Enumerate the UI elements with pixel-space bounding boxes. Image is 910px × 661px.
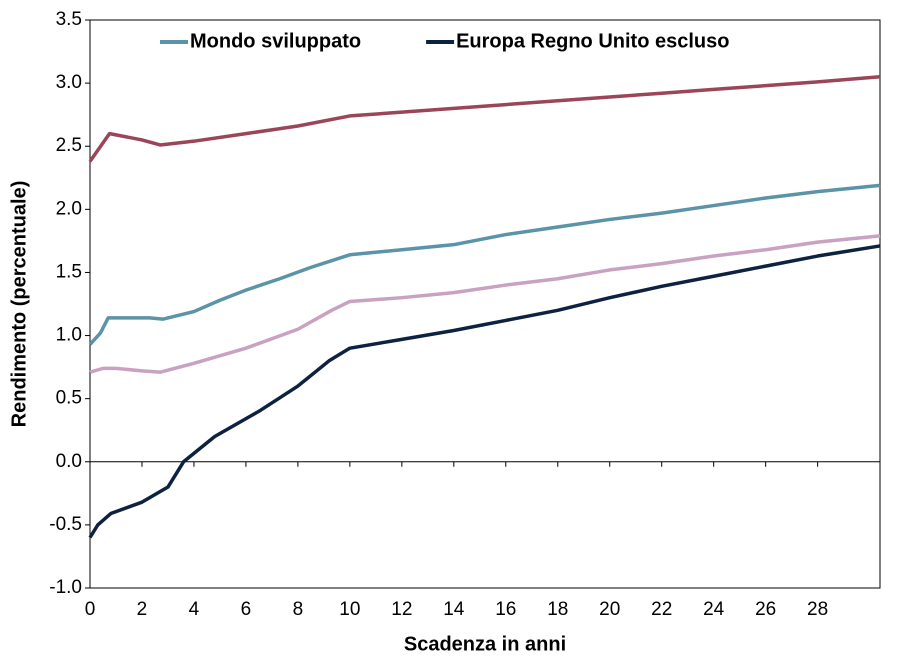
x-tick-label: 26: [755, 599, 776, 620]
x-tick-label: 12: [391, 599, 412, 620]
legend-label: Mondo sviluppato: [190, 30, 361, 52]
y-axis-label: Rendimento (percentuale): [8, 181, 30, 428]
x-tick-label: 24: [703, 599, 725, 620]
x-tick-label: 4: [189, 599, 200, 620]
x-axis-label: Scadenza in anni: [404, 633, 566, 655]
series-line: [88, 244, 881, 539]
x-tick-label: 2: [137, 599, 148, 620]
x-tick-label: 6: [241, 599, 252, 620]
y-tick-label: 0.5: [56, 388, 82, 409]
y-tick-label: -1.0: [49, 577, 82, 598]
series-line: [89, 234, 881, 374]
x-tick-label: 22: [651, 599, 672, 620]
y-tick-label: -0.5: [49, 514, 82, 535]
y-tick-label: 2.5: [56, 135, 82, 156]
x-tick-label: 16: [495, 599, 516, 620]
y-tick-label: 1.5: [56, 261, 82, 282]
x-tick-label: 20: [599, 599, 620, 620]
y-tick-label: 3.5: [56, 9, 82, 30]
series-line: [88, 75, 881, 163]
y-tick-label: 2.0: [56, 198, 82, 219]
series-line: [88, 183, 881, 346]
y-tick-label: 1.0: [56, 325, 82, 346]
x-tick-label: 0: [85, 599, 96, 620]
y-tick-label: 0.0: [56, 451, 82, 472]
y-tick-label: 3.0: [56, 72, 82, 93]
x-tick-label: 28: [807, 599, 828, 620]
x-tick-label: 18: [547, 599, 568, 620]
legend-label: Europa Regno Unito escluso: [456, 30, 729, 52]
x-tick-label: 8: [293, 599, 304, 620]
x-tick-label: 10: [339, 599, 360, 620]
x-tick-label: 14: [443, 599, 465, 620]
plot-frame: [89, 19, 881, 589]
